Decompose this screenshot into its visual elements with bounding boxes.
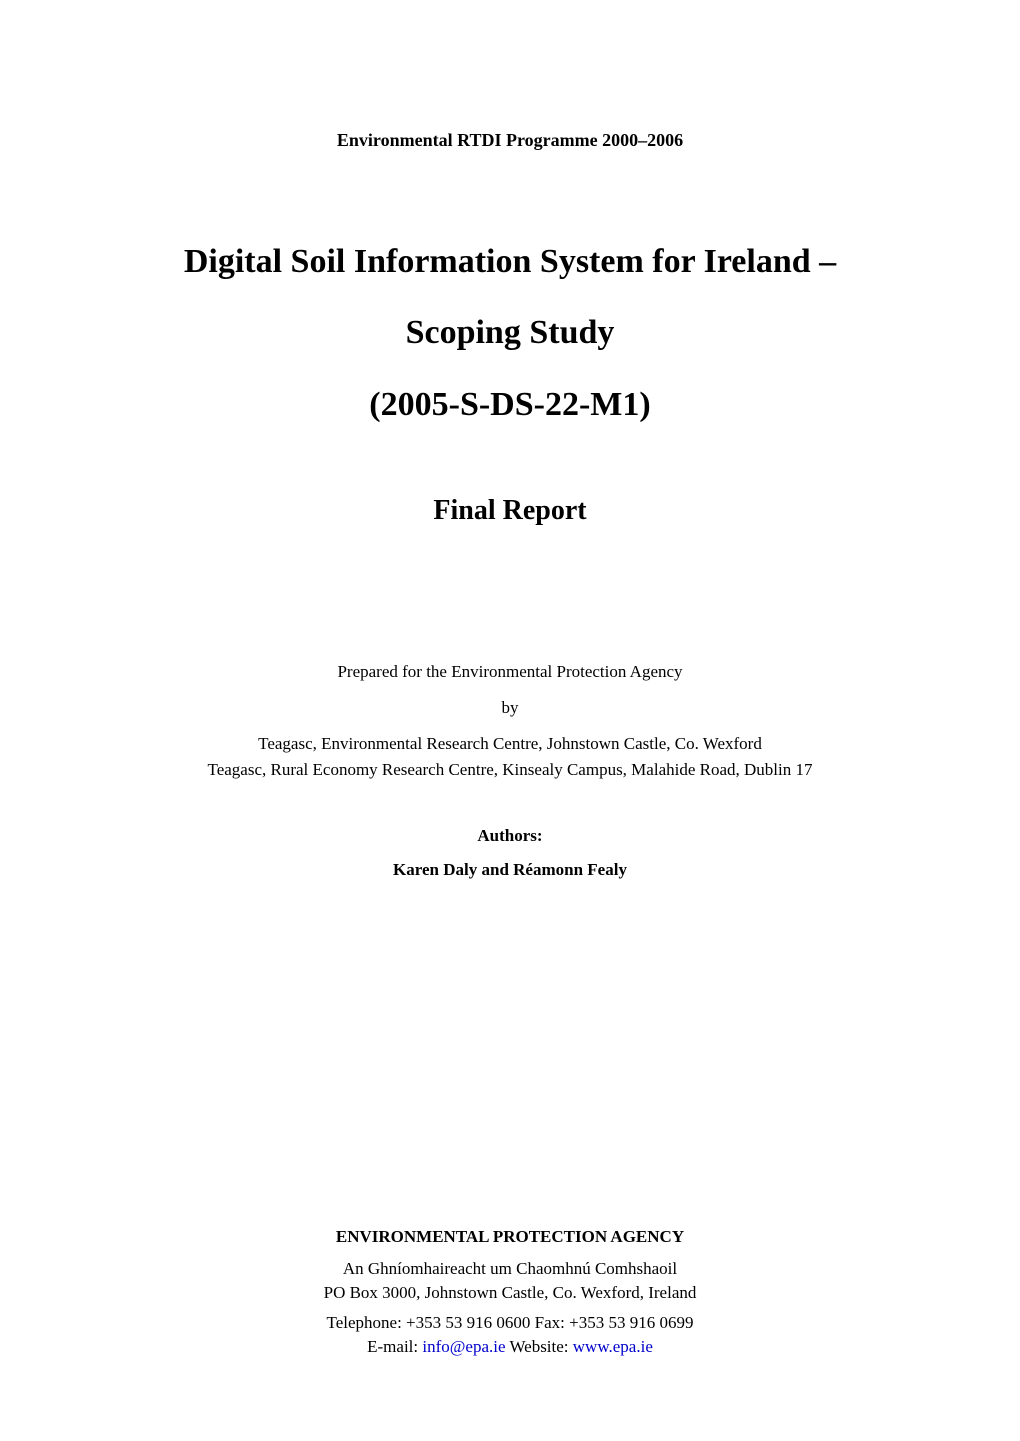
main-title-block: Digital Soil Information System for Irel… [110,226,910,440]
authors-names: Karen Daly and Réamonn Fealy [110,860,910,880]
title-line-1: Digital Soil Information System for Irel… [110,226,910,297]
programme-heading: Environmental RTDI Programme 2000–2006 [110,130,910,151]
prepared-for: Prepared for the Environmental Protectio… [110,662,910,682]
agency-name: ENVIRONMENTAL PROTECTION AGENCY [110,1227,910,1247]
agency-block: ENVIRONMENTAL PROTECTION AGENCY An Ghnío… [110,1227,910,1361]
agency-website-link[interactable]: www.epa.ie [573,1337,653,1356]
title-line-2: Scoping Study [110,297,910,368]
vertical-spacer [110,880,910,1227]
by-line: by [110,698,910,718]
institution-1: Teagasc, Environmental Research Centre, … [110,734,910,754]
agency-email-link[interactable]: info@epa.ie [422,1337,505,1356]
agency-email-website: E-mail: info@epa.ie Website: www.epa.ie [110,1337,910,1357]
agency-name-irish: An Ghníomhaireacht um Chaomhnú Comhshaoi… [110,1259,910,1279]
website-label: Website: [506,1337,573,1356]
agency-phone-fax: Telephone: +353 53 916 0600 Fax: +353 53… [110,1313,910,1333]
authors-heading: Authors: [110,826,910,846]
email-label: E-mail: [367,1337,422,1356]
institution-2: Teagasc, Rural Economy Research Centre, … [110,760,910,780]
title-line-3: (2005-S-DS-22-M1) [110,369,910,440]
report-type: Final Report [110,495,910,527]
agency-address: PO Box 3000, Johnstown Castle, Co. Wexfo… [110,1283,910,1303]
